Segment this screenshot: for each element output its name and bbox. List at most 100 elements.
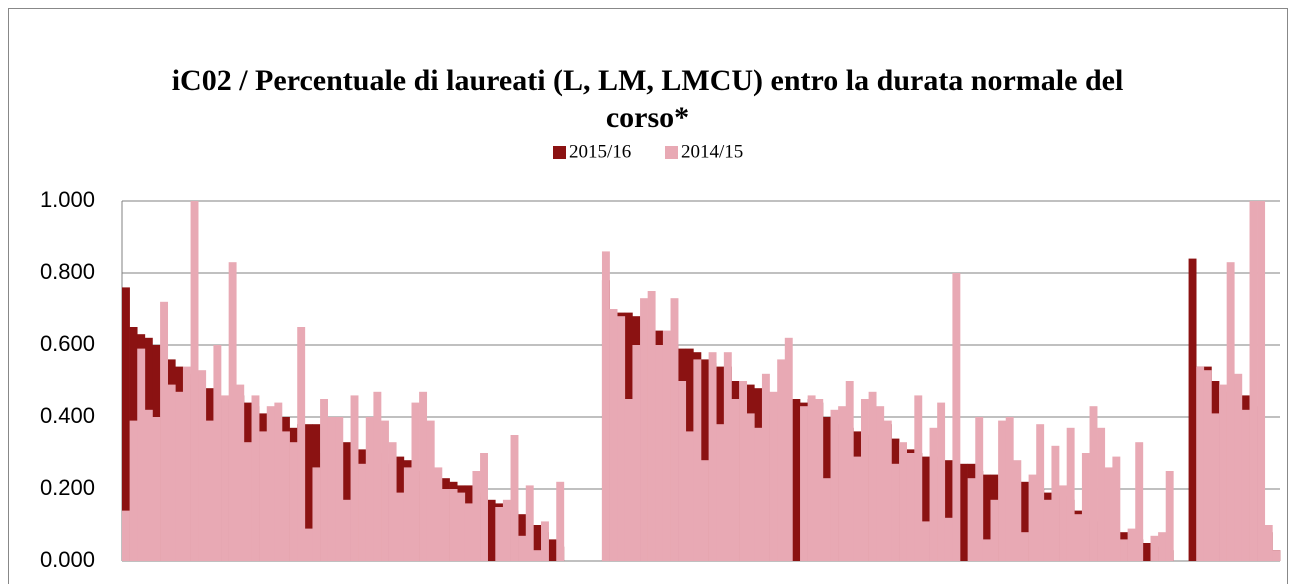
bar [1104,467,1113,561]
bar [182,366,191,561]
bar [761,373,770,561]
bar [1241,409,1250,561]
bar [982,474,991,561]
bar [952,273,961,561]
bar [274,402,283,561]
bar [640,298,648,561]
bar [868,391,877,561]
bar [266,406,275,561]
bar [1081,453,1090,561]
bar [525,485,534,561]
legend-label: 2014/15 [681,141,743,162]
bar [701,460,709,561]
y-tick-label: 0.800 [40,259,95,284]
bar [198,370,207,561]
bar [160,301,169,561]
bar [1074,514,1083,561]
bar [1127,528,1136,561]
bar [297,327,306,561]
bar [708,352,717,561]
bar [670,298,679,561]
bar [731,399,740,561]
bar [1234,373,1243,561]
bar [533,525,542,561]
bar [548,539,557,561]
bar [304,424,313,561]
bar [304,528,313,561]
bar [929,427,938,561]
bar [1097,427,1106,561]
bar [990,499,999,561]
bar [342,499,351,561]
bar [807,395,816,561]
bar [221,395,229,561]
bar [632,345,641,561]
bar [998,420,1007,561]
bar [1036,424,1045,561]
bar [838,406,847,561]
bar [914,395,923,561]
bar [617,316,626,561]
bar [944,517,953,561]
bar [693,359,702,561]
bar [533,550,542,561]
bar [190,201,199,561]
bar [289,442,298,561]
bar [1013,460,1022,561]
y-tick-label: 1.000 [40,187,95,212]
bar [1020,481,1029,561]
bar [754,427,763,561]
bar [784,337,793,561]
bar [480,453,488,561]
bar [1043,499,1052,561]
bar [800,406,808,561]
bar [1158,532,1167,561]
bar [960,463,968,561]
bar [495,507,504,561]
bar [381,420,389,561]
bar [1219,384,1227,561]
bar [906,453,915,561]
bar [624,399,633,561]
bar [1226,262,1235,561]
bar [1188,258,1197,561]
bar [944,460,953,561]
bar [792,399,801,561]
bar [312,467,321,561]
bar [144,409,153,561]
bar [129,420,138,561]
bar [419,391,428,561]
bar [975,417,984,561]
chart-title: iC02 / Percentuale di laureati (L, LM, L… [171,64,1124,134]
y-tick-label: 0.400 [40,403,95,428]
bar [441,489,450,561]
bar [1211,413,1220,561]
bar [769,391,778,561]
bar [457,492,466,561]
bar [601,251,610,561]
bar [1142,543,1151,561]
bar [921,456,930,561]
legend-swatch [665,146,678,159]
bar [1066,427,1075,561]
bar [1005,417,1014,561]
bar [327,417,336,561]
bar [937,402,946,561]
bar [685,431,694,561]
bar [1051,445,1060,561]
bar [541,521,549,561]
bar [723,352,732,561]
bar [739,381,748,561]
bar [510,435,519,561]
y-tick-label: 0.200 [40,475,95,500]
bar [899,442,907,561]
bar [883,420,892,561]
bar [464,503,473,561]
bar [556,481,565,561]
bar [502,499,511,561]
bar [365,417,374,561]
legend-label: 2015/16 [569,141,631,162]
bar [982,539,991,561]
bar [388,442,397,561]
